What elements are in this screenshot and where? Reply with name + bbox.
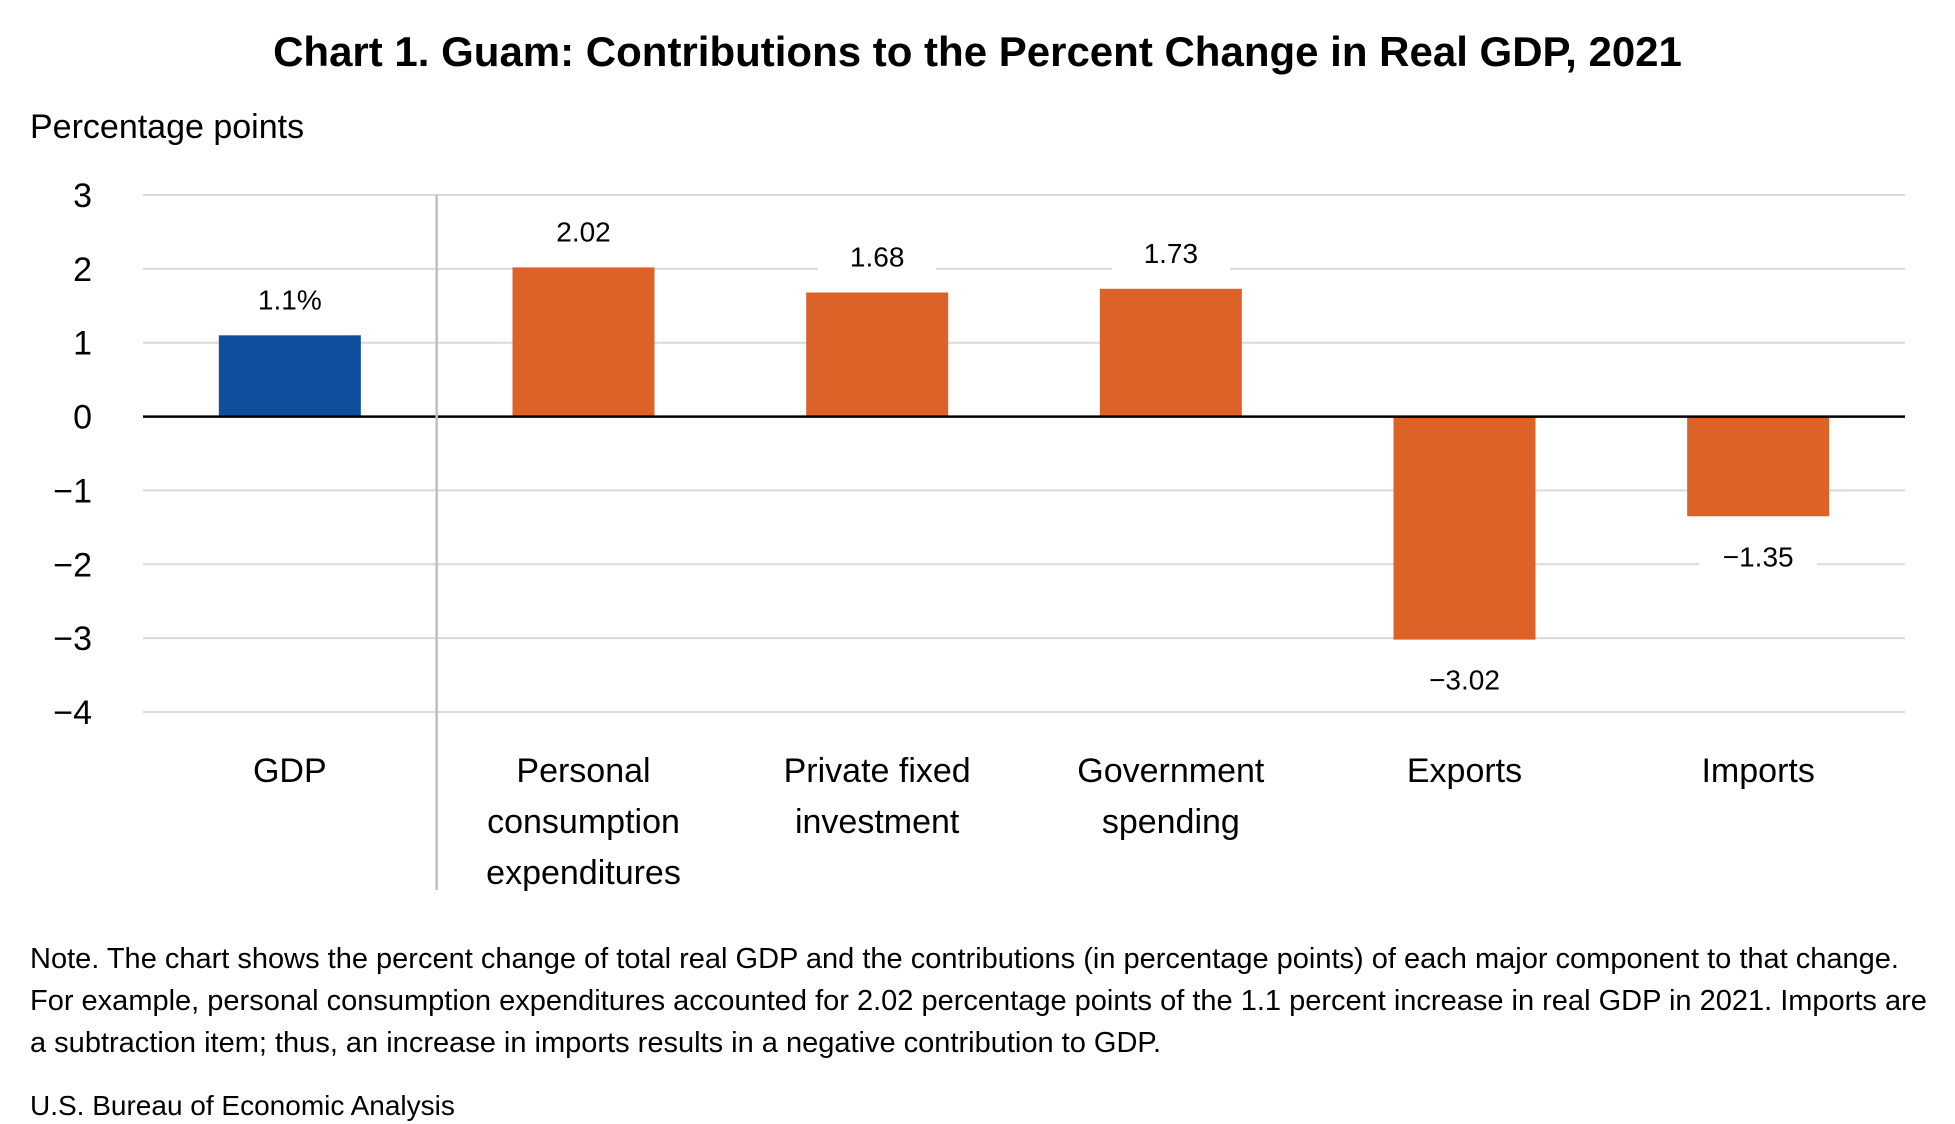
data-label: −3.02 — [1429, 665, 1500, 696]
data-label-bg — [1111, 234, 1230, 273]
data-label: 2.02 — [556, 216, 611, 247]
x-tick-label: Government spending — [1077, 752, 1265, 841]
y-tick-label: 3 — [73, 177, 92, 215]
bar — [1687, 416, 1830, 517]
x-tick-label-line: Imports — [1701, 752, 1814, 790]
bar — [1393, 416, 1536, 640]
bar — [218, 335, 361, 417]
chart-note: Note. The chart shows the percent change… — [30, 943, 1927, 1059]
x-tick-label-line: expenditures — [486, 854, 681, 892]
y-tick-label: −3 — [53, 620, 92, 658]
x-tick-label: Personal consumption expenditures — [486, 752, 681, 892]
y-tick-label: −2 — [53, 546, 92, 584]
x-tick-label: Private fixed investment — [784, 752, 971, 841]
axes — [143, 195, 1905, 890]
x-tick-label: Exports — [1407, 752, 1522, 790]
data-label-bg — [1699, 538, 1818, 577]
y-tick-label: 0 — [73, 399, 92, 437]
source-credit: U.S. Bureau of Economic Analysis — [30, 1090, 455, 1121]
y-tick-label: 1 — [73, 325, 92, 363]
data-label-bg — [818, 238, 937, 277]
y-axis-label: Percentage points — [30, 108, 305, 146]
y-tick-label: −4 — [53, 694, 92, 732]
x-tick-label-line: Government — [1077, 752, 1265, 790]
x-tick-label: GDP — [253, 752, 327, 790]
data-label: 1.73 — [1144, 238, 1199, 269]
data-label: −1.35 — [1723, 541, 1794, 572]
x-tick-label-line: consumption — [487, 803, 680, 841]
labels: 3 2 1 0 −1 −2 −3 −4 1.1% GDP 2.02 Personal consumpti… — [53, 177, 1818, 892]
y-tick-label: −1 — [53, 472, 92, 510]
x-tick-label-line: GDP — [253, 752, 327, 790]
data-label-bg — [230, 281, 349, 320]
x-tick-label-line: spending — [1102, 803, 1240, 841]
gridlines — [143, 194, 1905, 713]
data-label: 1.1% — [258, 284, 322, 315]
data-label: 1.68 — [850, 241, 905, 272]
x-tick-label-line: Personal — [516, 752, 650, 790]
data-label-bg — [1405, 661, 1524, 700]
x-tick-label-line: Private fixed — [784, 752, 971, 790]
bar-chart: 3 2 1 0 −1 −2 −3 −4 1.1% GDP 2.02 Personal consumpti… — [53, 177, 1905, 892]
bar — [512, 267, 655, 417]
bar — [806, 292, 949, 417]
data-label-bg — [524, 213, 643, 252]
chart-title: Chart 1. Guam: Contributions to the Perc… — [273, 28, 1682, 75]
bar — [1099, 288, 1242, 417]
x-tick-label: Imports — [1701, 752, 1814, 790]
x-tick-label-line: investment — [795, 803, 960, 841]
x-tick-label-line: Exports — [1407, 752, 1522, 790]
y-tick-label: 2 — [73, 251, 92, 289]
bars — [218, 267, 1830, 640]
